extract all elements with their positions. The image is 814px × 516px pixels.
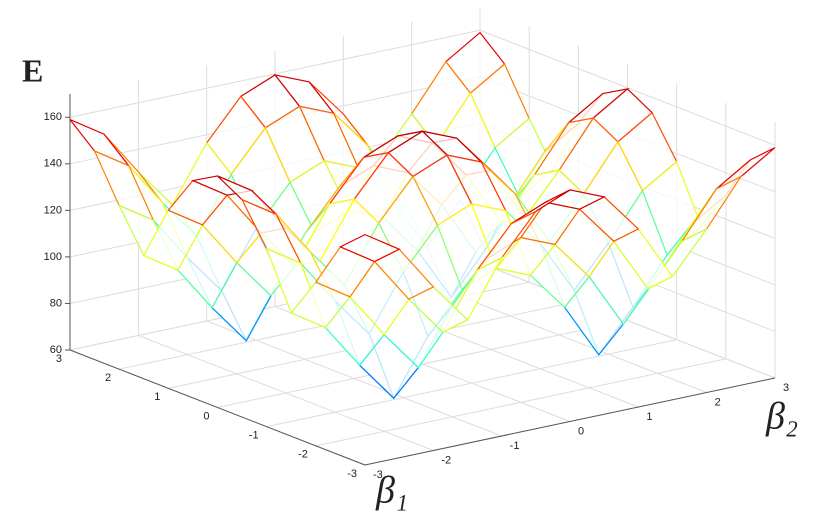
z-axis-label: E xyxy=(22,52,43,88)
x-tick-label: 3 xyxy=(56,353,62,365)
y-tick-label: 3 xyxy=(783,382,789,394)
y-axis-label: β₂ xyxy=(765,396,798,438)
y-tick-label: -1 xyxy=(510,440,520,452)
y-tick-label: 1 xyxy=(646,411,652,423)
z-tick-label: 120 xyxy=(44,204,62,216)
grid-line xyxy=(266,339,677,428)
x-tick-label: -3 xyxy=(347,468,357,480)
y-tick-label: -2 xyxy=(441,454,451,466)
surface-patch xyxy=(715,147,776,190)
z-tick-label: 140 xyxy=(44,158,62,170)
z-tick-label: 100 xyxy=(44,251,62,263)
x-tick-label: 2 xyxy=(105,372,111,384)
surface-patch xyxy=(338,233,401,263)
y-tick-label: -3 xyxy=(373,469,383,481)
axis-line xyxy=(69,349,366,466)
grid-line xyxy=(315,358,726,447)
z-tick-label: 160 xyxy=(44,111,62,123)
y-tick-label: 0 xyxy=(578,425,584,437)
x-tick-label: -2 xyxy=(298,449,308,461)
x-tick-label: 0 xyxy=(203,410,209,422)
z-tick-label: 80 xyxy=(50,297,62,309)
x-tick-label: 1 xyxy=(154,391,160,403)
x-axis-label: β₁ xyxy=(375,470,408,512)
axis-line xyxy=(364,377,776,466)
x-tick-label: -1 xyxy=(249,430,259,442)
z-tick-label: 60 xyxy=(50,344,62,356)
grid-line xyxy=(217,320,628,408)
y-tick-label: 2 xyxy=(715,396,721,408)
